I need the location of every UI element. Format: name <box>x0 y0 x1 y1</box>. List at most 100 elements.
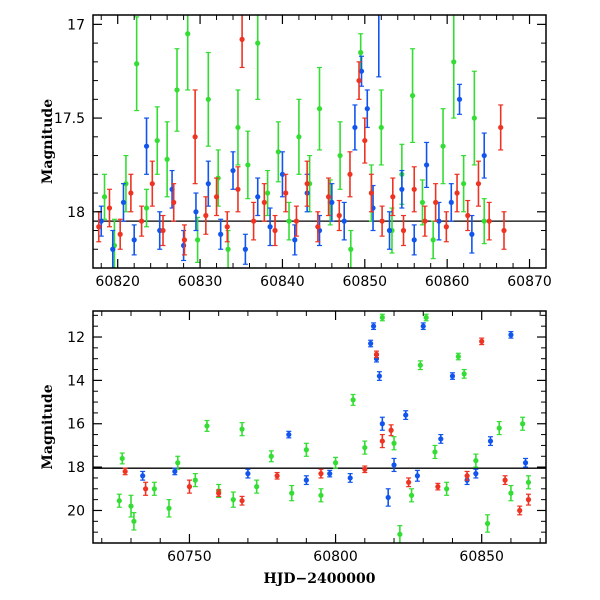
data-point <box>337 152 343 159</box>
data-point <box>293 218 300 224</box>
data-point <box>376 373 383 379</box>
data-point <box>116 498 122 504</box>
data-point <box>203 212 209 219</box>
data-point <box>473 458 479 464</box>
data-point <box>186 484 193 490</box>
x-axis-label: HJD−2400000 <box>264 571 376 587</box>
data-point <box>522 460 529 466</box>
data-point <box>106 205 113 211</box>
data-point <box>502 477 508 483</box>
data-point <box>373 351 380 357</box>
data-point <box>235 186 241 192</box>
x-tick-label: 60820 <box>95 274 140 290</box>
data-point <box>143 205 150 211</box>
data-point <box>110 246 116 252</box>
data-point <box>98 218 104 224</box>
data-point <box>267 224 273 230</box>
data-point <box>464 473 470 479</box>
data-point <box>350 397 356 403</box>
data-point <box>329 199 335 206</box>
data-point <box>283 190 289 196</box>
data-point <box>181 242 187 249</box>
data-point <box>379 421 385 427</box>
data-point <box>347 475 353 481</box>
data-point <box>151 486 157 492</box>
data-point <box>218 231 224 237</box>
data-point <box>122 468 128 475</box>
data-point <box>143 486 149 492</box>
data-point <box>138 218 145 224</box>
data-point <box>461 371 467 377</box>
x-tick-label: 60860 <box>425 274 470 290</box>
data-point <box>352 124 358 131</box>
data-point <box>120 199 127 206</box>
x-tick-label: 60850 <box>459 549 504 565</box>
data-point <box>484 520 491 527</box>
data-point <box>432 449 438 455</box>
data-point <box>471 115 477 121</box>
data-point <box>436 218 442 224</box>
data-point <box>216 490 222 496</box>
data-point <box>292 237 298 243</box>
data-point <box>419 199 426 206</box>
data-point <box>469 231 475 237</box>
data-point <box>315 224 321 230</box>
data-point <box>362 444 368 451</box>
data-point <box>261 199 267 206</box>
data-point <box>444 486 450 492</box>
data-point <box>448 199 454 206</box>
data-point <box>286 218 292 224</box>
data-point <box>101 194 108 200</box>
top-panel: 60820 60830 60840 60850 60860 60870 17 17.5 18 Ma… <box>40 14 552 290</box>
data-point <box>368 190 374 196</box>
y-tick-label: 18 <box>67 205 85 221</box>
data-point <box>433 199 439 206</box>
data-point <box>279 171 286 177</box>
data-point <box>213 194 220 200</box>
plot-area <box>93 15 546 268</box>
data-point <box>117 231 123 237</box>
data-point <box>205 96 211 102</box>
data-point <box>465 212 471 219</box>
x-tick-label: 60800 <box>313 549 358 565</box>
x-tick-label: 60750 <box>167 549 212 565</box>
data-point <box>390 194 396 200</box>
data-point <box>303 447 309 453</box>
data-point <box>496 425 502 431</box>
data-point <box>411 186 417 192</box>
data-point <box>475 181 482 187</box>
data-point <box>461 181 467 187</box>
data-point <box>119 455 125 462</box>
data-point <box>185 31 191 37</box>
data-point <box>443 224 449 230</box>
data-point <box>406 479 412 485</box>
data-point <box>224 224 230 230</box>
y-tick-label: 16 <box>67 417 85 433</box>
data-point <box>481 152 487 159</box>
data-point <box>399 186 405 192</box>
data-point <box>272 227 278 234</box>
data-point <box>251 218 257 224</box>
data-point <box>423 162 430 168</box>
data-point <box>520 421 526 427</box>
data-point <box>486 218 492 224</box>
data-point <box>254 484 260 490</box>
data-point <box>391 440 397 446</box>
data-point <box>525 497 532 503</box>
data-point <box>265 190 271 196</box>
x-tick-label: 60850 <box>343 274 388 290</box>
data-point <box>128 503 134 509</box>
y-axis-label: Magnitude <box>40 384 56 469</box>
data-point <box>204 423 210 429</box>
series-1 <box>140 322 529 507</box>
data-point <box>336 212 342 219</box>
data-point <box>172 468 178 475</box>
data-point <box>239 426 245 432</box>
data-point <box>378 124 384 131</box>
data-point <box>230 497 236 503</box>
y-tick-label: 17.5 <box>54 111 85 127</box>
data-point <box>440 143 446 149</box>
data-point <box>385 494 391 501</box>
data-point <box>409 92 416 99</box>
